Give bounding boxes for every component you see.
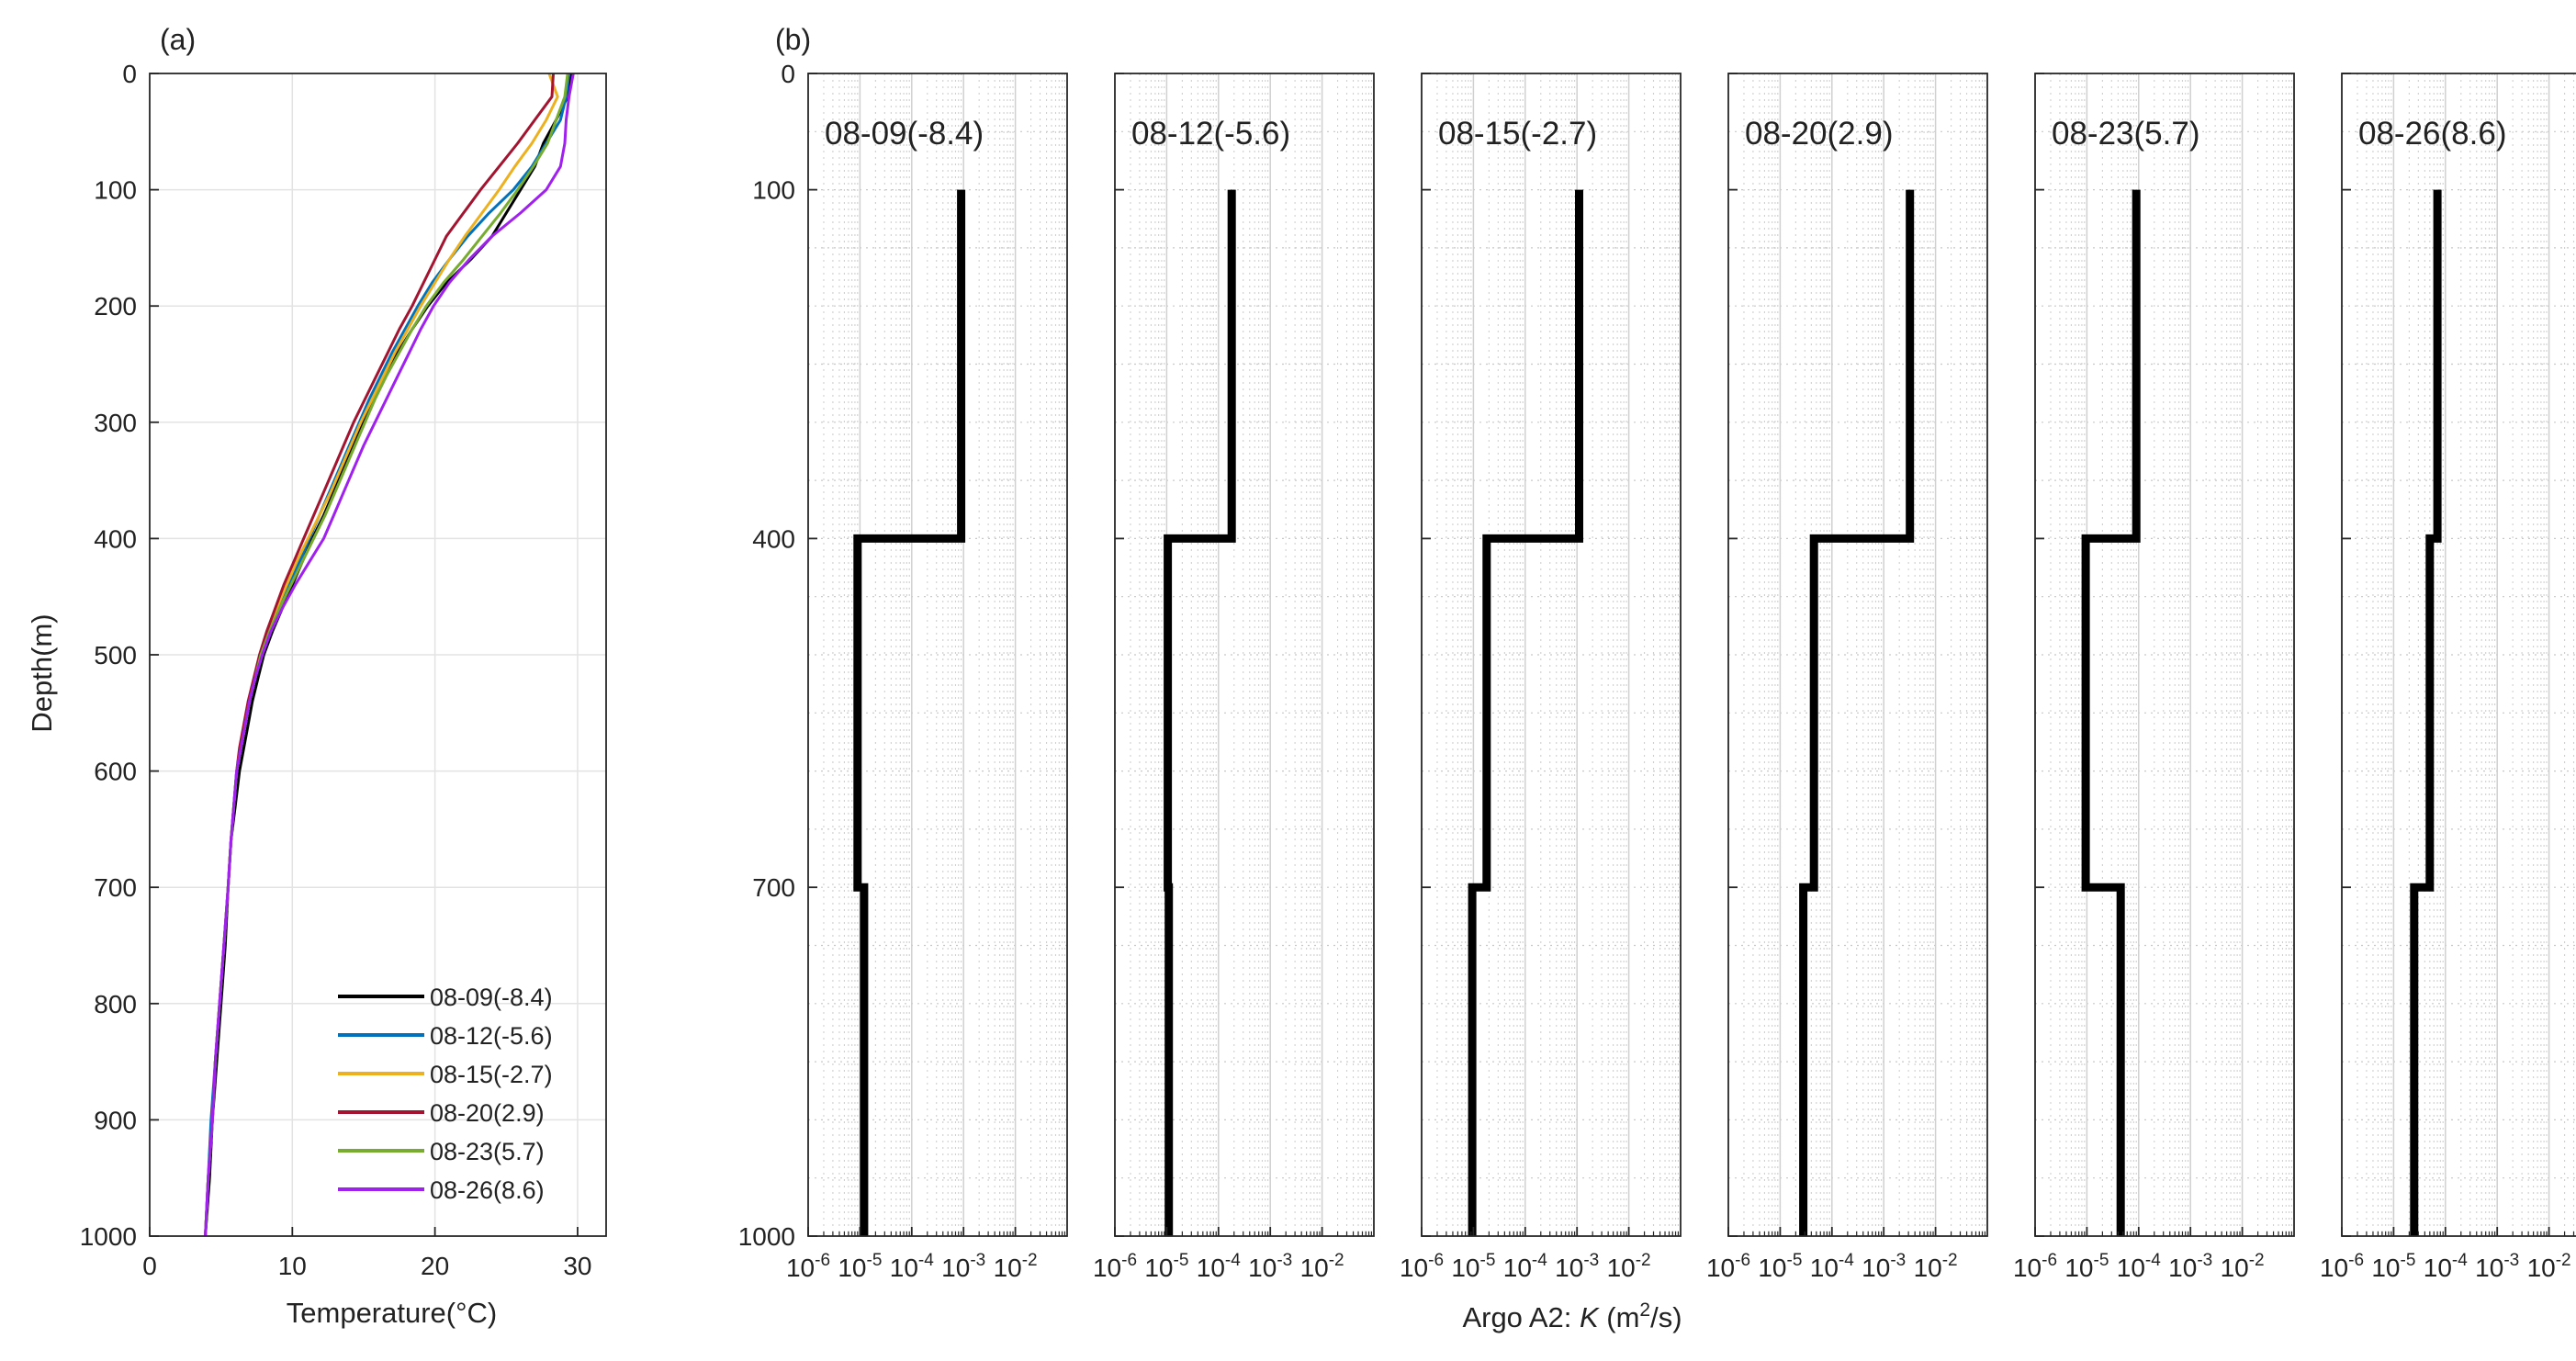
axes-frame [807,73,1068,1237]
diffusivity-panel: 10-6 10-5 10-4 10-3 10-2 08-15(-2.7) [1400,73,1682,1282]
legend-label: 08-26(8.6) [430,1176,545,1204]
legend-label: 08-23(5.7) [430,1138,545,1165]
y-tick-label: 800 [94,990,137,1018]
diffusivity-panels: (b)10-6 10-5 10-4 10-3 10-208-09(-8.4)10-6 10… [738,23,2576,1333]
legend-label: 08-15(-2.7) [430,1061,553,1088]
y-tick-label: 200 [94,292,137,321]
y-tick-label: 100 [94,176,137,205]
x-tick-label: 10 [278,1252,307,1280]
x-tick-label: 10-6 [2013,1251,2057,1282]
x-tick-label: 10-5 [2371,1251,2415,1282]
y-tick-label: 300 [94,409,137,437]
x-tick-label: 10-2 [2221,1251,2265,1282]
x-tick-label: 10-3 [2475,1251,2519,1282]
x-tick-label: 10-6 [786,1251,830,1282]
panel-title: 08-23(5.7) [2052,116,2199,152]
diffusivity-panel: 10-6 10-5 10-4 10-3 10-2 08-20(2.9) [1706,73,1988,1282]
y-tick-label: 400 [752,524,795,553]
axes-frame [2034,73,2295,1237]
diffusivity-profile-line [853,189,966,1236]
diffusivity-profile-line [1164,189,1236,1236]
temperature-profile-line [204,73,575,1237]
x-tick-label: 10-4 [2117,1251,2161,1282]
diffusivity-panel: 10-6 10-5 10-4 10-3 10-2 08-23(5.7) [2013,73,2295,1282]
axes-frame [1421,73,1682,1237]
axes-frame [2341,73,2576,1237]
x-tick-label: 20 [421,1252,449,1280]
y-tick-label: 700 [94,873,137,902]
diffusivity-profile-line [1468,189,1583,1236]
panel-label: (b) [775,23,811,56]
axes-frame [1114,73,1375,1237]
x-tick-label: 10-4 [1197,1251,1241,1282]
x-axis-label: Temperature(°C) [287,1297,497,1329]
x-tick-label: 10-6 [2320,1251,2364,1282]
x-tick-label: 10-3 [1862,1251,1906,1282]
panel-title: 08-12(-5.6) [1131,116,1290,152]
y-tick-label: 1000 [80,1222,137,1251]
x-tick-label: 0 [142,1252,157,1280]
x-tick-label: 10-6 [1093,1251,1137,1282]
x-axis-label: Argo A2: K (m2/s) [1462,1299,1682,1333]
x-tick-label: 10-2 [1914,1251,1958,1282]
x-tick-label: 10-6 [1400,1251,1444,1282]
x-tick-label: 10-5 [2064,1251,2109,1282]
y-tick-label: 500 [94,641,137,669]
panel-title: 08-26(8.6) [2358,116,2506,152]
diffusivity-panel: 10-6 10-5 10-4 10-3 10-2 08-09(-8.4) [786,73,1068,1282]
x-tick-label: 10-5 [1758,1251,1802,1282]
x-tick-label: 10-4 [2424,1251,2468,1282]
x-tick-label: 10-3 [1248,1251,1292,1282]
panel-title: 08-09(-8.4) [825,116,984,152]
x-tick-label: 10-6 [1706,1251,1750,1282]
y-tick-label: 900 [94,1106,137,1134]
x-tick-label: 10-2 [1300,1251,1344,1282]
diffusivity-panel: 10-6 10-5 10-4 10-3 10-2 08-12(-5.6) [1093,73,1375,1282]
y-tick-label: 600 [94,758,137,786]
diffusivity-profile-line [1799,189,1915,1236]
panel-title: 08-15(-2.7) [1438,116,1597,152]
panel-label: (a) [160,23,196,56]
legend-label: 08-12(-5.6) [430,1022,553,1050]
x-tick-label: 10-3 [1555,1251,1599,1282]
y-tick-label: 100 [752,176,795,205]
diffusivity-profile-line [2081,189,2141,1236]
y-tick-label: 700 [752,873,795,902]
y-tick-label: 400 [94,524,137,553]
x-tick-label: 10-2 [1607,1251,1651,1282]
legend-label: 08-09(-8.4) [430,984,553,1011]
axes-frame [1727,73,1988,1237]
x-tick-label: 10-3 [2168,1251,2212,1282]
x-tick-label: 10-2 [994,1251,1038,1282]
x-tick-label: 10-5 [838,1251,882,1282]
x-tick-label: 10-5 [1451,1251,1495,1282]
y-tick-label: 1000 [738,1222,795,1251]
y-axis-label: Depth(m) [26,613,58,732]
x-tick-label: 10-2 [2527,1251,2571,1282]
y-tick-label: 0 [122,60,137,88]
legend-label: 08-20(2.9) [430,1099,545,1127]
x-tick-label: 10-3 [941,1251,985,1282]
x-tick-label: 10-4 [890,1251,934,1282]
x-tick-label: 10-4 [1810,1251,1854,1282]
x-tick-label: 10-5 [1144,1251,1188,1282]
diffusivity-profile-line [2410,189,2442,1236]
diffusivity-panel: 10-6 10-5 10-4 10-3 10-2 08-26(8.6) [2320,73,2576,1282]
panel-title: 08-20(2.9) [1745,116,1893,152]
x-tick-label: 30 [563,1252,591,1280]
x-tick-label: 10-4 [1503,1251,1547,1282]
y-tick-label: 0 [781,60,795,88]
temperature-panel: 0 10 20 3001002003004005006007008009001000T… [26,23,607,1329]
